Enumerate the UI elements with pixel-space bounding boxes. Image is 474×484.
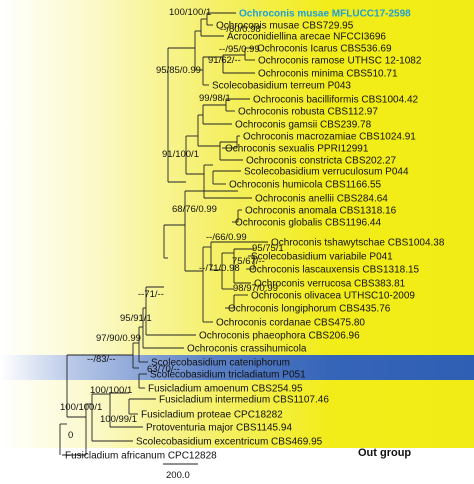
- support-value: 95/75/1: [252, 243, 284, 254]
- support-value: 95/91/1: [120, 313, 152, 324]
- taxon-label: Ochroconis globalis CBS1196.44: [235, 218, 381, 229]
- taxon-label: Ochroconis tshawytschae CBS1004.38: [271, 238, 445, 249]
- support-value: 100/100/1: [90, 385, 132, 396]
- taxon-label: Ochroconis anellii CBS284.64: [255, 194, 388, 205]
- support-value: 97/90/0.99: [96, 333, 141, 344]
- taxon-label: Scolecobasidium verruculosum P044: [244, 167, 409, 178]
- taxon-labels: Ochroconis musae MFLUCC17-2598Ochroconis…: [65, 9, 445, 462]
- taxon-label: Ochroconis lascauxensis CBS1318.15: [249, 265, 420, 276]
- support-value: 91/62/--: [208, 55, 241, 66]
- taxon-label: Fusicladium africanum CPC12828: [65, 451, 217, 462]
- support-value: 0: [68, 430, 73, 441]
- taxon-label: Ochroconis crassihumicola: [187, 344, 307, 355]
- support-value: --/83/--: [87, 354, 116, 365]
- taxon-label: Protoventuria major CBS1145.94: [146, 423, 292, 434]
- taxon-label: Scolecobasidium cateniphorum: [151, 358, 290, 369]
- taxon-label: Ochroconis robusta CBS112.97: [238, 107, 378, 118]
- taxon-label: Ochroconis longiphorum CBS435.76: [228, 304, 391, 315]
- taxon-label: Ochroconis Icarus CBS536.69: [257, 44, 392, 55]
- taxon-label: Scolecobasidium terreum P043: [212, 81, 351, 92]
- support-value: --/95/0.99: [219, 44, 260, 55]
- taxon-label: Ochroconis humicola CBS1166.55: [229, 180, 382, 191]
- support-value: --71/--: [138, 289, 164, 300]
- support-value: 100/99/1: [100, 414, 137, 425]
- support-value: 100/100/1: [60, 402, 102, 413]
- taxon-label: Fusicladium proteae CPC18282: [141, 410, 283, 421]
- taxon-label: Ochroconis macrozamiae CBS1024.91: [243, 132, 416, 143]
- taxon-label: Ochroconis musae MFLUCC17-2598: [239, 9, 411, 20]
- taxon-label: Ochroconis musae CBS729.95: [216, 21, 354, 32]
- taxon-label: Ochroconis ramose UTHSC 12-1082: [258, 56, 422, 67]
- support-value: 75/67/--: [232, 256, 265, 267]
- taxon-label: Acroconidiellina arecae NFCCI3696: [227, 32, 386, 43]
- support-value: 68/76/0.99: [172, 204, 217, 215]
- support-value: 63/70/--: [147, 364, 180, 375]
- tree-branches: [59, 12, 268, 456]
- taxon-label: Scolecobasidium variabile P041: [251, 252, 393, 263]
- taxon-label: Ochroconis bacilliformis CBS1004.42: [253, 95, 419, 106]
- taxon-label: Fusicladium amoenum CBS254.95: [148, 384, 303, 395]
- support-value: 95/85/0.99: [156, 65, 201, 76]
- support-value: --/71/0.98: [199, 263, 240, 274]
- taxon-label: Ochroconis anomala CBS1318.16: [245, 206, 397, 217]
- highlight-band: [0, 355, 474, 380]
- taxon-label: Fusicladium intermedium CBS1107.46: [159, 395, 329, 406]
- outgroup-label: Out group: [358, 447, 411, 459]
- support-value: 99/98/1: [199, 93, 231, 104]
- taxon-label: Ochroconis gamsii CBS239.78: [235, 120, 372, 131]
- taxon-label: Ochroconis constricta CBS202.27: [246, 156, 397, 167]
- scale-label: 200.0: [166, 470, 190, 481]
- support-value: --/66/0.99: [206, 232, 247, 243]
- taxon-label: Ochroconis cordanae CBS475.80: [216, 318, 365, 329]
- support-value: 100/100/1: [169, 7, 211, 18]
- taxon-label: Ochroconis minima CBS510.71: [258, 69, 398, 80]
- taxon-label: Ochroconis sexualis PPRI12991: [225, 144, 369, 155]
- taxon-label: Scolecobasidium excentricum CBS469.95: [136, 437, 323, 448]
- support-value: 91/100/1: [162, 149, 199, 160]
- taxon-label: Ochroconis olivacea UTHSC10-2009: [251, 291, 415, 302]
- taxon-label: Ochroconis phaeophora CBS206.96: [199, 331, 360, 342]
- support-value: 98/97/0.99: [233, 283, 278, 294]
- support-value: --/80/0.98: [220, 24, 261, 35]
- taxon-label: Ochroconis verrucosa CBS383.81: [254, 279, 406, 290]
- taxon-label: Scolecobasidium tricladiatum P051: [150, 370, 306, 381]
